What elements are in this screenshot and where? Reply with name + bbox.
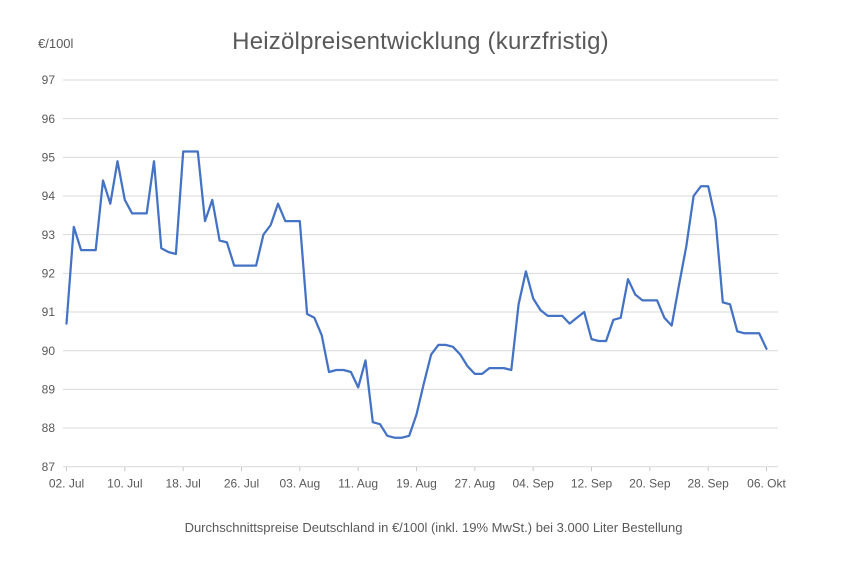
x-axis-tick-label: 10. Jul bbox=[107, 477, 142, 491]
x-axis-tick-label: 03. Aug bbox=[279, 477, 320, 491]
y-axis-tick-label: 92 bbox=[42, 267, 56, 281]
x-axis-tick-label: 27. Aug bbox=[454, 477, 495, 491]
x-axis-tick-label: 06. Okt bbox=[747, 477, 786, 491]
y-axis-tick-label: 96 bbox=[42, 112, 56, 126]
x-axis-tick-label: 20. Sep bbox=[629, 477, 671, 491]
x-axis-tick-label: 04. Sep bbox=[512, 477, 554, 491]
y-axis-tick-label: 95 bbox=[42, 151, 56, 165]
x-axis-tick-label: 02. Jul bbox=[49, 477, 84, 491]
y-axis-tick-label: 89 bbox=[42, 383, 56, 397]
price-line-series bbox=[65, 150, 768, 439]
y-axis-tick-label: 88 bbox=[42, 421, 56, 435]
x-axis-tick-label: 12. Sep bbox=[571, 477, 613, 491]
x-axis-tick-label: 18. Jul bbox=[165, 477, 200, 491]
x-axis-tick-label: 26. Jul bbox=[224, 477, 259, 491]
x-axis-tick-label: 28. Sep bbox=[687, 477, 729, 491]
chart-title: Heizölpreisentwicklung (kurzfristig) bbox=[232, 28, 609, 55]
y-axis-unit-label: €/100l bbox=[38, 36, 74, 51]
x-axis-tick-label: 19. Aug bbox=[396, 477, 437, 491]
y-axis-tick-label: 87 bbox=[42, 460, 56, 474]
x-axis-tick-label: 11. Aug bbox=[338, 477, 378, 491]
chart-caption: Durchschnittspreise Deutschland in €/100… bbox=[184, 520, 683, 535]
y-axis-tick-label: 94 bbox=[42, 189, 56, 203]
y-axis-tick-label: 97 bbox=[42, 73, 56, 87]
y-axis-tick-label: 93 bbox=[42, 228, 56, 242]
y-axis-tick-label: 90 bbox=[42, 344, 56, 358]
y-axis-tick-label: 91 bbox=[42, 305, 56, 319]
